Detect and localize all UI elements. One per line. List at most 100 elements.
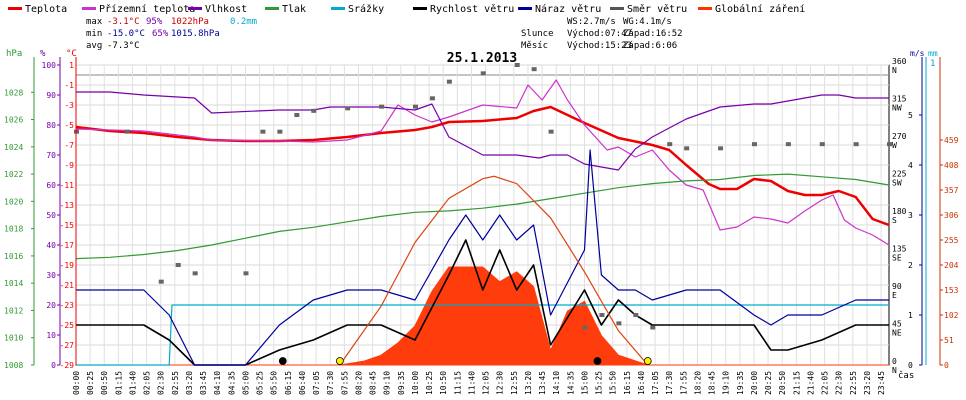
- svg-text:Srážky: Srážky: [348, 3, 384, 15]
- sunset-marker: [643, 357, 652, 365]
- winddir-point: [531, 67, 537, 72]
- legend-item-wind-speed[interactable]: Rychlost větru: [413, 3, 514, 15]
- winddir-tick-label: 315: [892, 95, 907, 104]
- x-axis-label: čas: [898, 370, 914, 381]
- x-tick-label: 16:15: [623, 371, 632, 395]
- svg-text:Globální záření: Globální záření: [715, 3, 805, 15]
- legend-item-radiation[interactable]: Globální záření: [698, 3, 805, 15]
- winddir-point: [294, 113, 300, 117]
- x-tick-label: 02:30: [157, 371, 166, 395]
- moon-set: Západ:6:06: [623, 41, 677, 51]
- wind-avg: WS:2.7m/s: [567, 17, 616, 27]
- rain-unit: mm: [928, 49, 938, 58]
- moon-rise: Východ:15:23: [567, 41, 632, 51]
- x-tick-label: 22:30: [835, 371, 844, 395]
- prizemni-teplota-series: [75, 79, 890, 246]
- x-tick-label: 16:40: [637, 371, 646, 395]
- x-tick-label: 23:20: [863, 371, 872, 395]
- wind-speed-unit: m/s: [910, 49, 925, 58]
- temp-tick-label: -27: [60, 341, 75, 350]
- radiation-tick-label: 408: [944, 161, 959, 170]
- x-tick-label: 07:05: [312, 371, 321, 395]
- x-tick-label: 11:40: [467, 371, 476, 395]
- pressure-tick-label: 1008: [4, 361, 23, 370]
- x-tick-label: 22:55: [849, 371, 858, 395]
- winddir-compass-label: E: [892, 291, 897, 300]
- humidity-tick-label: 80: [46, 121, 56, 130]
- humidity-tick-label: 0: [51, 361, 56, 370]
- winddir-compass-label: N: [892, 66, 897, 75]
- winddir-point: [412, 104, 418, 109]
- x-tick-label: 06:15: [284, 371, 293, 395]
- winddir-point: [311, 108, 317, 113]
- winddir-compass-label: NW: [892, 104, 902, 113]
- x-tick-label: 18:20: [693, 371, 702, 395]
- legend-item-wind-dir[interactable]: Směr větru: [610, 3, 687, 15]
- x-tick-label: 12:05: [482, 371, 491, 395]
- svg-text:Přízemní teplota: Přízemní teplota: [99, 3, 195, 15]
- winddir-compass-label: N: [892, 366, 897, 375]
- stats-block: max -3.1°C 95% 1022hPa 0.2mm min -15.0°C…: [86, 17, 257, 51]
- radiation-tick-label: 51: [944, 336, 954, 345]
- x-tick-label: 05:00: [241, 371, 250, 395]
- winddir-point: [684, 146, 690, 151]
- stat-avg-label: avg: [86, 41, 102, 51]
- winddir-point: [260, 129, 266, 134]
- sun-set: Západ:16:52: [623, 29, 683, 39]
- winddir-tick-label: 180: [892, 207, 907, 216]
- radiation-tick-label: 459: [944, 136, 959, 145]
- legend-item-rain[interactable]: Srážky: [331, 3, 384, 15]
- humidity-tick-label: 100: [42, 61, 57, 70]
- humidity-tick-label: 40: [46, 241, 56, 250]
- legend-item-pressure[interactable]: Tlak: [265, 4, 306, 15]
- temp-tick-label: -3: [64, 101, 74, 110]
- x-tick-label: 02:55: [171, 371, 180, 395]
- radiation-tick-label: 153: [944, 286, 959, 295]
- winddir-point: [124, 129, 130, 134]
- pressure-tick-label: 1020: [4, 197, 23, 206]
- legend-item-temp[interactable]: Teplota: [8, 4, 67, 15]
- text-layer: -29-27-25-23-21-19-17-15-13-11-9-7-5-3-1…: [4, 57, 959, 395]
- x-tick-label: 00:00: [72, 371, 81, 395]
- wind-speed-tick-label: 3: [908, 211, 913, 220]
- temp-tick-label: -9: [64, 161, 74, 170]
- winddir-tick-label: 225: [892, 170, 907, 179]
- winddir-point: [277, 129, 283, 134]
- legend-item-wind-gust[interactable]: Náraz větru: [518, 3, 601, 15]
- x-tick-label: 08:20: [354, 371, 363, 395]
- x-tick-label: 01:15: [114, 371, 123, 395]
- winddir-point: [345, 106, 351, 111]
- moonset-marker: [278, 357, 287, 365]
- x-tick-label: 05:50: [270, 371, 279, 395]
- rain-tick: 1: [930, 59, 935, 69]
- temperature-unit: °C: [66, 49, 77, 59]
- temp-tick-label: -5: [64, 121, 74, 130]
- legend-item-ground-temp[interactable]: Přízemní teplota: [82, 3, 195, 15]
- winddir-point: [785, 142, 791, 147]
- x-tick-label: 03:45: [199, 371, 208, 395]
- x-tick-label: 17:30: [665, 371, 674, 395]
- pressure-tick-label: 1028: [4, 88, 23, 97]
- winddir-tick-label: 90: [892, 282, 902, 291]
- x-tick-label: 21:15: [792, 371, 801, 395]
- winddir-point: [819, 142, 825, 147]
- humidity-tick-label: 50: [46, 211, 56, 220]
- wind-gust-info: WG:4.1m/s: [623, 17, 672, 27]
- winddir-tick-label: 270: [892, 132, 907, 141]
- humidity-tick-label: 10: [46, 331, 56, 340]
- legend-item-humidity[interactable]: Vlhkost: [188, 4, 247, 15]
- humidity-tick-label: 30: [46, 271, 56, 280]
- winddir-point: [243, 271, 249, 276]
- wind-speed-tick-label: 1: [908, 311, 913, 320]
- stat-max-rain: 0.2mm: [230, 17, 257, 27]
- svg-text:Tlak: Tlak: [282, 4, 306, 15]
- winddir-point: [633, 313, 639, 317]
- svg-text:Náraz větru: Náraz větru: [535, 3, 601, 15]
- temp-tick-label: -21: [60, 281, 75, 290]
- x-tick-label: 13:20: [524, 371, 533, 395]
- svg-text:Rychlost větru: Rychlost větru: [430, 3, 514, 15]
- winddir-point: [887, 142, 892, 147]
- temp-tick-label: -17: [60, 241, 75, 250]
- winddir-point: [429, 96, 435, 101]
